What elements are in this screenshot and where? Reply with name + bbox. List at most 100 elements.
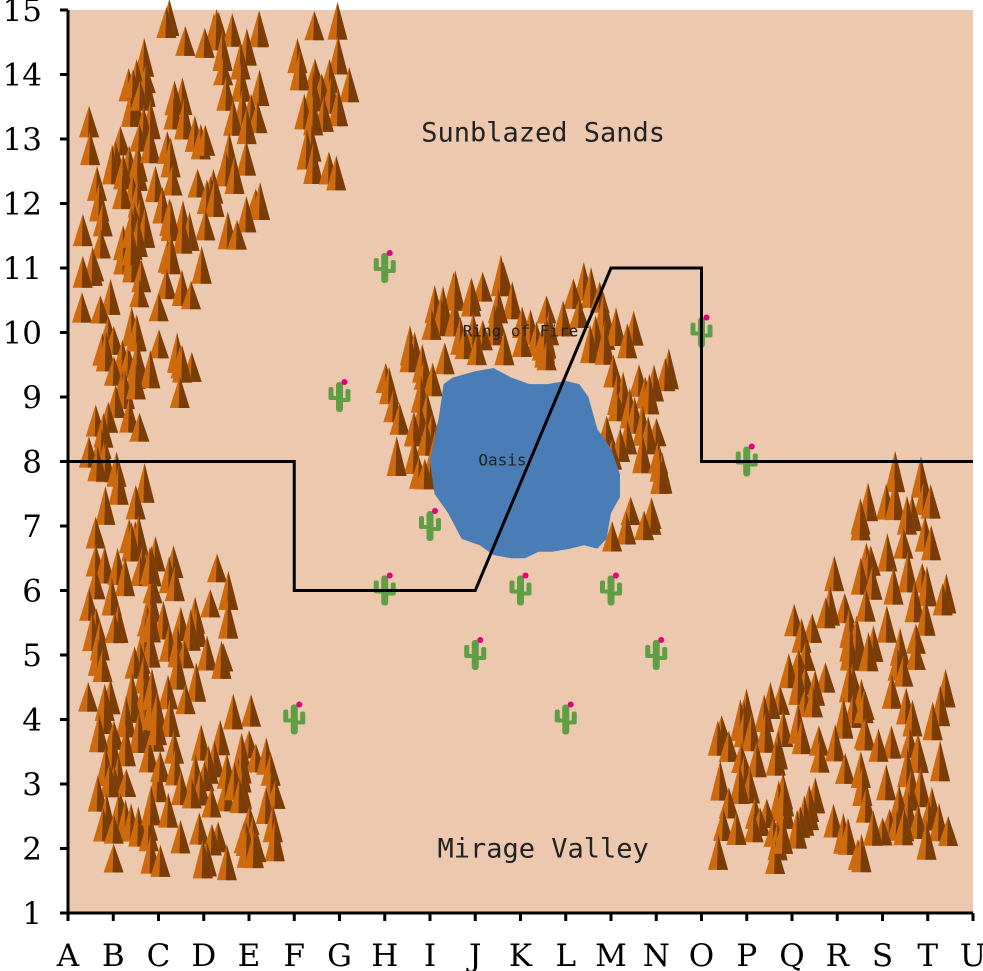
tree-icon [802, 613, 823, 643]
tree-icon [170, 819, 191, 854]
tree-icon [303, 94, 324, 136]
tree-icon [289, 50, 310, 91]
tree-icon [490, 254, 511, 297]
tree-icon [889, 627, 910, 666]
tree-icon [472, 271, 493, 302]
tree-icon [248, 12, 269, 48]
tree-icon [791, 719, 812, 755]
tree-icon [930, 740, 951, 782]
tree-icon [127, 340, 148, 379]
tree-icon [303, 142, 324, 185]
tree-icon [824, 555, 845, 592]
tree-icon [403, 411, 424, 447]
tree-icon [236, 140, 257, 176]
tree-icon [186, 662, 207, 702]
cactus-icon [464, 637, 487, 670]
x-tick-label: H [371, 938, 398, 971]
tree-icon [250, 182, 271, 221]
tree-icon [236, 107, 257, 145]
tree-icon [386, 436, 407, 476]
x-tick-label: O [689, 938, 714, 971]
tree-icon [809, 740, 830, 773]
x-tick-label: A [56, 938, 80, 971]
tree-icon [908, 736, 929, 773]
tree-icon [512, 325, 533, 357]
tree-icon [773, 817, 794, 854]
tree-icon [158, 792, 179, 828]
tree-icon [494, 330, 515, 366]
tree-icon [162, 165, 183, 196]
tree-icon [146, 706, 167, 746]
tree-icon [884, 479, 905, 521]
tree-icon [902, 699, 923, 737]
cactus-icon [373, 250, 396, 283]
tree-icon [79, 105, 100, 138]
tree-icon [327, 35, 348, 75]
x-tick-label: R [826, 938, 851, 971]
tree-icon [129, 412, 150, 442]
tree-icon [181, 778, 202, 809]
x-tick-label: T [917, 938, 938, 971]
tree-icon [140, 350, 161, 389]
tree-icon [130, 80, 151, 111]
tree-icon [125, 364, 146, 400]
tree-icon [938, 815, 959, 847]
tree-icon [710, 760, 731, 801]
y-tick-label: 12 [3, 187, 42, 223]
y-tick-label: 5 [22, 638, 42, 674]
tree-icon [726, 811, 747, 846]
region-label-layer: Sunblazed Sands Mirage Valley Ring of Fire… [421, 118, 665, 865]
tree-icon [99, 763, 120, 798]
tree-icon [247, 101, 268, 134]
tree-icon [218, 599, 239, 639]
tree-icon [89, 619, 110, 661]
tree-icon [755, 712, 776, 753]
cactus-icon [283, 701, 306, 735]
tree-icon [95, 486, 116, 525]
tree-icon [206, 553, 227, 583]
x-tick-label: S [872, 938, 893, 971]
tree-icon [855, 588, 876, 622]
tree-icon [139, 547, 160, 585]
tree-icon [833, 697, 854, 739]
cactus-icon [645, 637, 668, 670]
tree-icon [422, 362, 443, 397]
tree-icon [90, 229, 111, 259]
x-tick-label: F [283, 938, 305, 971]
tree-icon [223, 693, 244, 730]
tree-icon [639, 373, 660, 415]
tree-icon [434, 342, 455, 375]
forest-layer [71, 0, 959, 881]
tree-icon [868, 728, 889, 762]
tree-icon [765, 740, 786, 776]
tree-icon [150, 750, 171, 783]
tree-icon [189, 812, 210, 845]
tree-icon [922, 701, 943, 741]
tree-icon [100, 278, 121, 315]
x-tick-label: C [147, 938, 171, 971]
tree-icon [128, 711, 149, 753]
y-tick-label: 6 [22, 574, 42, 610]
region-label: Mirage Valley [437, 834, 648, 865]
tree-icon [876, 605, 897, 643]
tree-icon [160, 233, 181, 275]
tree-icon [877, 533, 898, 572]
tree-icon [115, 724, 136, 767]
tree-icon [85, 567, 106, 600]
tree-icon [339, 67, 360, 103]
tree-icon [655, 357, 676, 392]
tree-icon [156, 6, 177, 38]
x-tick-label: N [643, 938, 670, 971]
tree-icon [180, 280, 201, 310]
tree-icon [121, 226, 142, 266]
x-tick-label: I [424, 938, 436, 971]
tree-icon [134, 463, 155, 503]
region-label: Ring of Fire [463, 322, 579, 341]
region-border [68, 266, 973, 592]
tree-icon [389, 402, 410, 435]
tree-icon [222, 13, 243, 47]
cactus-icon [554, 701, 577, 735]
tree-icon [466, 333, 487, 366]
tree-icon [650, 457, 671, 494]
y-tick-label: 9 [22, 380, 42, 416]
